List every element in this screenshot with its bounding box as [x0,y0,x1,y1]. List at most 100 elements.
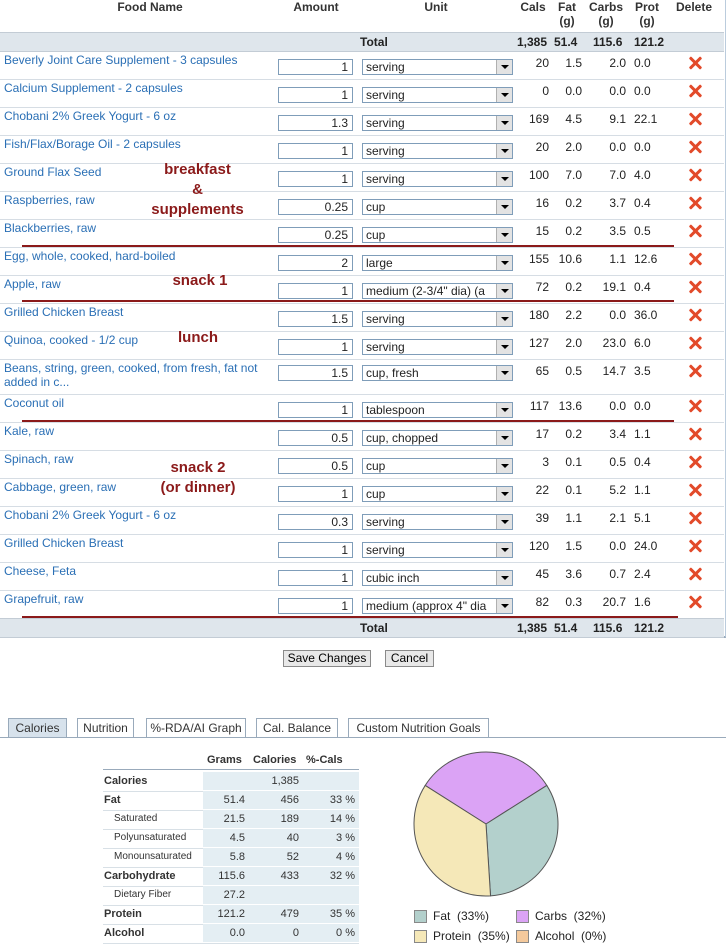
delete-icon[interactable] [687,279,703,295]
unit-select[interactable]: cubic inch [362,570,513,586]
annotation-lunch: lunch [178,329,218,346]
food-name-link[interactable]: Apple, raw [4,277,61,291]
delete-icon[interactable] [687,223,703,239]
amount-input[interactable]: 1 [278,570,353,586]
amount-input[interactable]: 0.25 [278,227,353,243]
food-name-link[interactable]: Grilled Chicken Breast [4,305,124,319]
unit-select[interactable]: cup [362,199,513,215]
amount-input[interactable]: 1.5 [278,365,353,381]
tab-custom-goals[interactable]: Custom Nutrition Goals [348,718,489,737]
amount-input[interactable]: 1 [278,171,353,187]
unit-select[interactable]: medium (2-3/4" dia) (a [362,283,513,299]
food-name-link[interactable]: Grapefruit, raw [4,592,84,606]
cancel-button[interactable]: Cancel [385,650,434,667]
food-row: Kale, raw 0.5 cup, chopped 17 0.2 3.4 1.1 [0,422,724,451]
food-name-link[interactable]: Egg, whole, cooked, hard-boiled [4,249,176,263]
delete-icon[interactable] [687,510,703,526]
amount-input[interactable]: 0.3 [278,514,353,530]
amount-input[interactable]: 1.3 [278,115,353,131]
unit-select[interactable]: medium (approx 4" dia [362,598,513,614]
delete-icon[interactable] [687,167,703,183]
tab-rda-graph[interactable]: %-RDA/AI Graph [146,718,246,737]
food-name-link[interactable]: Beans, string, green, cooked, from fresh… [4,361,258,389]
macronutrient-pie-chart [413,751,559,897]
amount-input[interactable]: 1 [278,542,353,558]
tab-nutrition[interactable]: Nutrition [77,718,134,737]
unit-select[interactable]: serving [362,311,513,327]
delete-icon[interactable] [687,251,703,267]
delete-icon[interactable] [687,307,703,323]
tab-cal-balance[interactable]: Cal. Balance [256,718,338,737]
unit-select[interactable]: serving [362,171,513,187]
amount-input[interactable]: 0.5 [278,430,353,446]
food-name-link[interactable]: Ground Flax Seed [4,165,102,179]
delete-icon[interactable] [687,195,703,211]
delete-icon[interactable] [687,426,703,442]
food-name-link[interactable]: Grilled Chicken Breast [4,536,124,550]
unit-select[interactable]: cup [362,227,513,243]
food-name-link[interactable]: Kale, raw [4,424,55,438]
food-name-link[interactable]: Raspberries, raw [4,193,95,207]
delete-icon[interactable] [687,55,703,71]
unit-select[interactable]: serving [362,514,513,530]
unit-select[interactable]: serving [362,115,513,131]
unit-select[interactable]: serving [362,87,513,103]
amount-input[interactable]: 1 [278,87,353,103]
unit-select[interactable]: large [362,255,513,271]
delete-icon[interactable] [687,363,703,379]
nutrition-pct: 14 % [329,813,355,825]
food-name-link[interactable]: Chobani 2% Greek Yogurt - 6 oz [4,508,177,522]
food-prot: 4.0 [634,168,651,182]
food-name-link[interactable]: Blackberries, raw [4,221,97,235]
amount-input[interactable]: 1 [278,143,353,159]
annotation-snack2-line1: snack 2 [170,459,226,476]
delete-icon[interactable] [687,454,703,470]
unit-select[interactable]: serving [362,59,513,75]
amount-input[interactable]: 1.5 [278,311,353,327]
delete-icon[interactable] [687,566,703,582]
food-name-link[interactable]: Quinoa, cooked - 1/2 cup [4,333,139,347]
delete-icon[interactable] [687,482,703,498]
food-name-link[interactable]: Coconut oil [4,396,65,410]
amount-input[interactable]: 0.25 [278,199,353,215]
nutrition-header-pct: %-Cals [306,754,343,766]
unit-select[interactable]: serving [362,339,513,355]
delete-icon[interactable] [687,111,703,127]
food-name-link[interactable]: Cabbage, green, raw [4,480,117,494]
food-fat: 0.1 [565,455,582,469]
unit-select[interactable]: serving [362,143,513,159]
amount-input[interactable]: 1 [278,598,353,614]
nutrition-row: Calories 1,385 [103,772,359,792]
food-name-link[interactable]: Beverly Joint Care Supplement - 3 capsul… [4,53,238,67]
unit-select[interactable]: cup, chopped [362,430,513,446]
unit-select[interactable]: cup [362,486,513,502]
unit-select-value: serving [366,88,405,102]
delete-icon[interactable] [687,398,703,414]
food-name-link[interactable]: Chobani 2% Greek Yogurt - 6 oz [4,109,177,123]
delete-icon[interactable] [687,594,703,610]
amount-input[interactable]: 2 [278,255,353,271]
save-changes-button[interactable]: Save Changes [283,650,371,667]
food-name-link[interactable]: Calcium Supplement - 2 capsules [4,81,183,95]
nutrition-pct: 0 % [336,927,355,939]
food-name-link[interactable]: Fish/Flax/Borage Oil - 2 capsules [4,137,181,151]
unit-select[interactable]: cup [362,458,513,474]
amount-input[interactable]: 1 [278,339,353,355]
delete-icon[interactable] [687,538,703,554]
delete-icon[interactable] [687,335,703,351]
unit-select[interactable]: serving [362,542,513,558]
delete-icon[interactable] [687,83,703,99]
amount-input[interactable]: 1 [278,486,353,502]
food-row: Beans, string, green, cooked, from fresh… [0,359,724,395]
amount-input[interactable]: 1 [278,283,353,299]
amount-input[interactable]: 1 [278,402,353,418]
unit-select[interactable]: cup, fresh [362,365,513,381]
amount-input[interactable]: 0.5 [278,458,353,474]
food-name-link[interactable]: Cheese, Feta [4,564,77,578]
food-name-link[interactable]: Spinach, raw [4,452,74,466]
unit-select[interactable]: tablespoon [362,402,513,418]
amount-input[interactable]: 1 [278,59,353,75]
tab-calories[interactable]: Calories [8,718,67,737]
food-row: Fish/Flax/Borage Oil - 2 capsules 1 servin… [0,135,724,164]
delete-icon[interactable] [687,139,703,155]
